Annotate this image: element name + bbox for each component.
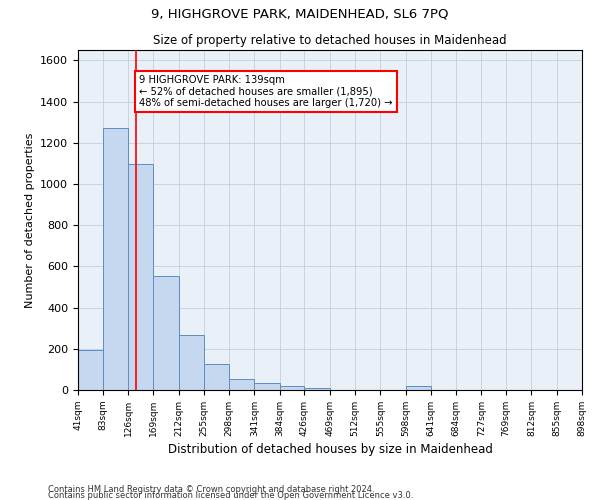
Bar	[229, 378, 254, 390]
Bar	[254, 384, 280, 390]
Title: Size of property relative to detached houses in Maidenhead: Size of property relative to detached ho…	[153, 34, 507, 48]
Bar	[304, 388, 330, 390]
Text: 9 HIGHGROVE PARK: 139sqm
← 52% of detached houses are smaller (1,895)
48% of sem: 9 HIGHGROVE PARK: 139sqm ← 52% of detach…	[139, 74, 392, 108]
Bar	[103, 128, 128, 390]
Text: Contains HM Land Registry data © Crown copyright and database right 2024.: Contains HM Land Registry data © Crown c…	[48, 485, 374, 494]
Text: 9, HIGHGROVE PARK, MAIDENHEAD, SL6 7PQ: 9, HIGHGROVE PARK, MAIDENHEAD, SL6 7PQ	[151, 8, 449, 20]
Bar	[204, 364, 229, 390]
Bar	[406, 386, 431, 390]
Text: Contains public sector information licensed under the Open Government Licence v3: Contains public sector information licen…	[48, 491, 413, 500]
Bar	[153, 276, 179, 390]
Bar	[78, 350, 103, 390]
X-axis label: Distribution of detached houses by size in Maidenhead: Distribution of detached houses by size …	[167, 443, 493, 456]
Bar	[179, 336, 204, 390]
Bar	[128, 164, 153, 390]
Bar	[280, 386, 304, 390]
Y-axis label: Number of detached properties: Number of detached properties	[25, 132, 35, 308]
